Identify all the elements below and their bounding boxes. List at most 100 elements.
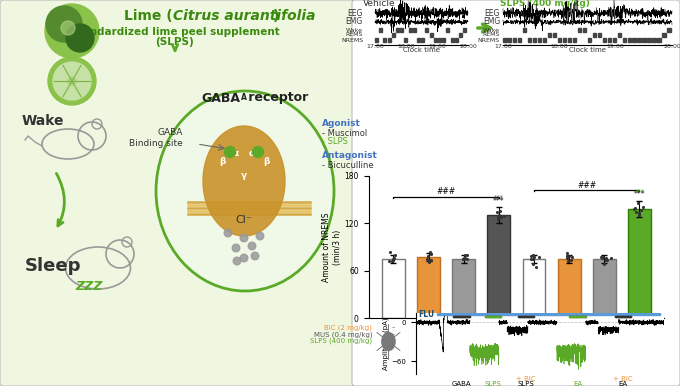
Text: Agonist: Agonist xyxy=(322,120,361,129)
Circle shape xyxy=(53,62,91,100)
Text: ): ) xyxy=(273,9,279,23)
FancyBboxPatch shape xyxy=(0,0,354,386)
Text: 17:00: 17:00 xyxy=(366,44,384,49)
Text: α: α xyxy=(249,149,255,159)
Text: +: + xyxy=(636,330,643,339)
Text: 19:00: 19:00 xyxy=(428,44,446,49)
Text: 20:00: 20:00 xyxy=(663,44,680,49)
Point xyxy=(499,213,510,219)
Bar xyxy=(588,38,591,42)
Text: +: + xyxy=(495,330,503,339)
Bar xyxy=(622,38,626,42)
Point xyxy=(388,255,399,261)
Point xyxy=(458,256,469,262)
Point xyxy=(387,257,398,263)
Bar xyxy=(563,38,566,42)
Bar xyxy=(533,38,537,42)
Point xyxy=(425,257,436,263)
Bar xyxy=(662,33,666,37)
Bar xyxy=(446,28,449,32)
Bar xyxy=(628,209,651,318)
Circle shape xyxy=(382,332,395,350)
Point xyxy=(600,256,611,262)
Text: MUS (0.4 mg/kg): MUS (0.4 mg/kg) xyxy=(313,331,373,338)
Bar xyxy=(543,38,546,42)
Text: (SLPS): (SLPS) xyxy=(156,37,194,47)
Text: Wake: Wake xyxy=(346,27,363,32)
Text: ***: *** xyxy=(494,195,504,201)
Point xyxy=(632,200,643,206)
Text: +: + xyxy=(530,336,538,345)
Y-axis label: Amplitude (pA): Amplitude (pA) xyxy=(382,317,389,370)
Text: A: A xyxy=(241,93,247,102)
Circle shape xyxy=(252,147,264,157)
Text: SLPS: SLPS xyxy=(485,381,501,386)
Point xyxy=(564,253,575,259)
Text: 19:00: 19:00 xyxy=(607,44,624,49)
Text: FLU: FLU xyxy=(418,310,435,319)
Point xyxy=(493,213,504,219)
Text: REMS: REMS xyxy=(483,32,500,37)
Y-axis label: Amount of NREMS
(min/3 h): Amount of NREMS (min/3 h) xyxy=(322,212,341,282)
Bar xyxy=(382,259,405,318)
Point xyxy=(562,255,573,261)
Text: Wake: Wake xyxy=(483,27,500,32)
Point xyxy=(638,203,649,210)
Point xyxy=(462,252,473,258)
Point xyxy=(566,256,577,262)
Text: GABA: GABA xyxy=(201,91,240,105)
Bar xyxy=(558,38,561,42)
Text: +: + xyxy=(636,323,643,332)
Bar xyxy=(396,28,399,32)
Text: +: + xyxy=(600,336,608,345)
Point xyxy=(423,259,434,265)
Text: -: - xyxy=(532,330,536,339)
Point xyxy=(605,254,616,261)
Bar xyxy=(488,215,510,318)
Text: 18:00: 18:00 xyxy=(397,44,415,49)
Point xyxy=(528,256,539,262)
Point xyxy=(533,254,544,261)
Point xyxy=(423,257,434,263)
Text: + BIC: + BIC xyxy=(516,376,536,382)
Text: Antagonist: Antagonist xyxy=(322,151,378,161)
Text: EEG: EEG xyxy=(347,8,363,17)
Bar xyxy=(523,28,526,32)
Text: -: - xyxy=(497,323,500,332)
Bar xyxy=(518,38,522,42)
Point xyxy=(460,252,471,258)
Point xyxy=(630,205,641,211)
Text: +: + xyxy=(460,330,467,339)
Point xyxy=(423,257,434,263)
Point xyxy=(386,257,397,264)
Text: 20:00: 20:00 xyxy=(459,44,477,49)
Point xyxy=(458,256,469,262)
Bar xyxy=(647,38,651,42)
Text: - Bicuculline: - Bicuculline xyxy=(322,161,373,169)
Bar xyxy=(548,33,551,37)
Point xyxy=(425,249,436,255)
Circle shape xyxy=(256,232,264,240)
Bar xyxy=(417,38,420,42)
Point xyxy=(387,256,398,262)
Point xyxy=(562,258,573,264)
Text: EEG: EEG xyxy=(485,8,500,17)
Bar xyxy=(409,28,411,32)
Text: SLPS (400 mg/kg): SLPS (400 mg/kg) xyxy=(310,337,373,344)
Text: 17:00: 17:00 xyxy=(494,44,512,49)
Point xyxy=(597,254,608,261)
Bar xyxy=(454,316,470,317)
Point xyxy=(385,249,396,255)
Text: ***: *** xyxy=(634,189,645,195)
Text: Lime (: Lime ( xyxy=(124,9,173,23)
Bar xyxy=(437,313,660,315)
Bar xyxy=(454,316,470,317)
Circle shape xyxy=(233,257,241,265)
Bar xyxy=(528,38,531,42)
Bar xyxy=(538,38,541,42)
Ellipse shape xyxy=(203,126,285,236)
Point xyxy=(492,216,503,222)
Point xyxy=(492,209,503,215)
Bar xyxy=(485,316,501,317)
Bar xyxy=(593,33,596,37)
